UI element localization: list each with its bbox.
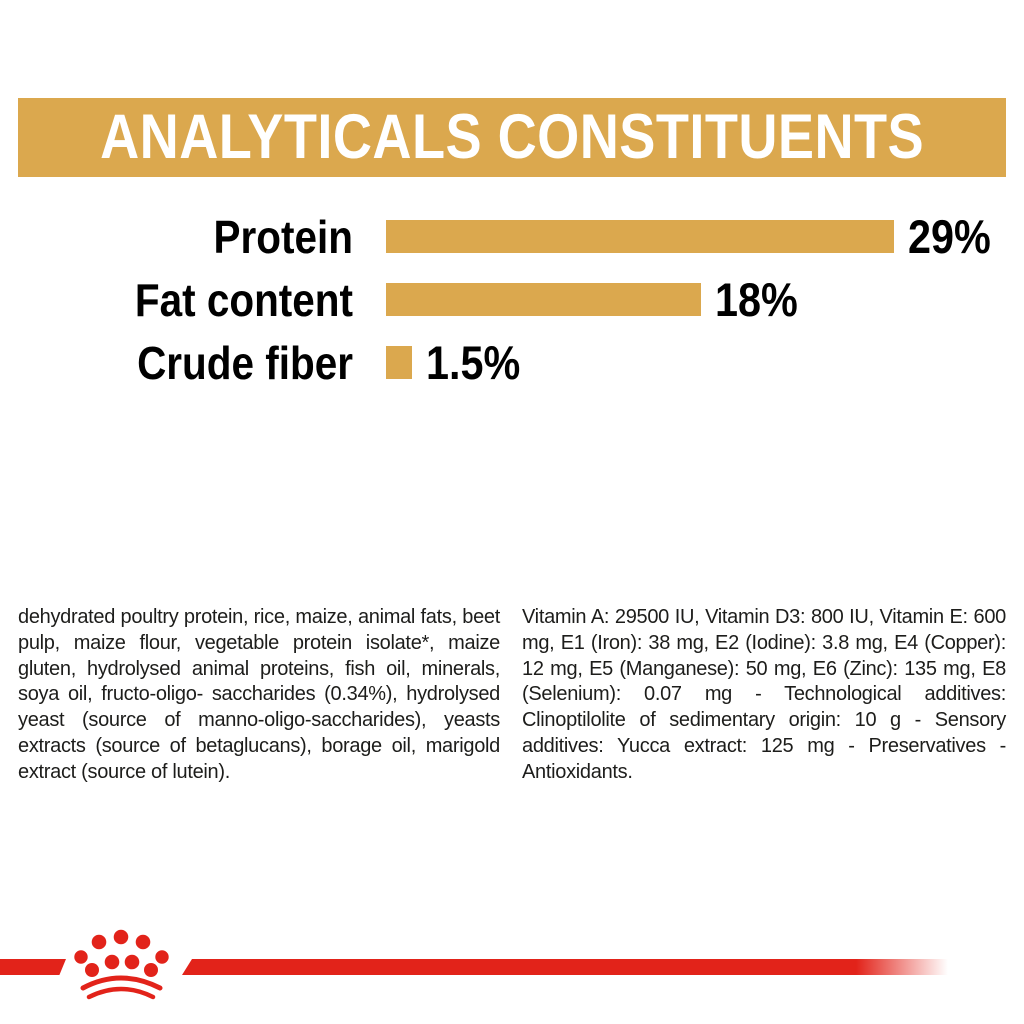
chart-category-label: Protein [213,210,353,263]
additives-body: Vitamin A: 29500 IU, Vitamin D3: 800 IU,… [522,606,1006,783]
chart-category-label: Crude fiber [137,336,353,389]
chart-value-label: 29% [908,210,991,263]
chart-row-fat-content: Fat content 18% [0,273,1024,326]
chart-value-label: 18% [715,273,798,326]
chart-bar [386,283,701,316]
chart-value-label: 1.5% [426,336,521,389]
brand-line-left [0,959,66,975]
analyticals-banner: ANALYTICALS CONSTITUENTS [18,98,1006,177]
chart-category-label: Fat content [134,273,353,326]
composition-body: dehydrated poultry protein, rice, maize,… [18,606,500,783]
composition-section: COMPOSITION dehydrated poultry protein, … [18,520,500,786]
analyticals-title: ANALYTICALS CONSTITUENTS [99,102,925,172]
additives-section: ADDITIVES (per kg) Vitamin A: 29500 IU, … [522,520,1006,786]
chart-row-protein: Protein 29% [0,210,1024,263]
chart-bar [386,220,894,253]
brand-line-right [182,959,948,975]
royal-canin-crown-icon [74,929,169,1000]
chart-row-crude-fiber: Crude fiber 1.5% [0,336,1024,389]
chart-bar [386,346,412,379]
analyticals-banner-inner: ANALYTICALS CONSTITUENTS [100,98,924,177]
